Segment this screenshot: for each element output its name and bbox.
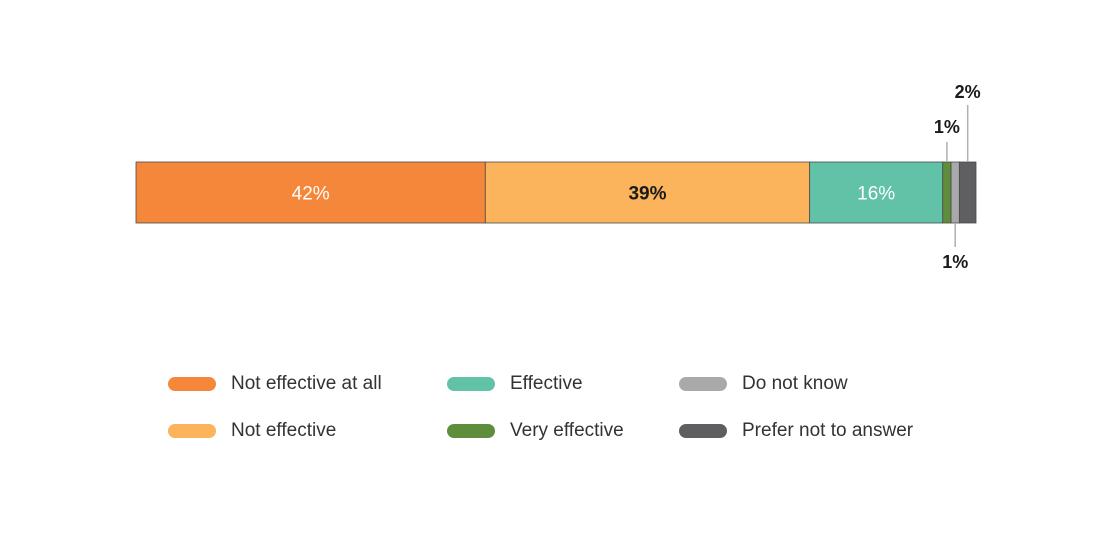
legend-item-not-effective: Not effective [168, 413, 336, 449]
data-label-prefer-not-to-answer: 2% [955, 82, 981, 102]
legend-label: Do not know [742, 373, 848, 394]
legend-swatch [168, 377, 216, 391]
data-label-effective: 16% [857, 184, 895, 205]
legend-swatch [168, 424, 216, 438]
legend-item-very-effective: Very effective [447, 413, 624, 449]
legend-swatch [447, 424, 495, 438]
legend-label: Prefer not to answer [742, 420, 914, 441]
legend-swatch [679, 424, 727, 438]
bar-segment-not-effective [484, 161, 811, 224]
bar-segment-do-not-know [950, 161, 960, 224]
data-label-not-effective-at-all: 42% [292, 184, 330, 205]
legend-label: Effective [510, 373, 583, 394]
data-label-do-not-know: 1% [942, 252, 968, 272]
legend-label: Very effective [510, 420, 624, 441]
data-label-not-effective: 39% [628, 184, 666, 205]
bar-segment-prefer-not-to-answer [958, 161, 977, 224]
legend-swatch [447, 377, 495, 391]
bar-segment-very-effective [942, 161, 952, 224]
legend: Not effective at all Not effective Effec… [168, 366, 988, 466]
legend-item-prefer-not-to-answer: Prefer not to answer [679, 413, 913, 449]
legend-item-do-not-know: Do not know [679, 366, 848, 402]
data-label-very-effective: 1% [934, 117, 960, 137]
legend-label: Not effective [231, 420, 337, 441]
legend-item-not-effective-at-all: Not effective at all [168, 366, 382, 402]
bar-segment-effective [809, 161, 944, 224]
bar-segment-not-effective-at-all [135, 161, 486, 224]
legend-item-effective: Effective [447, 366, 583, 402]
legend-swatch [679, 377, 727, 391]
legend-label: Not effective at all [231, 373, 382, 394]
